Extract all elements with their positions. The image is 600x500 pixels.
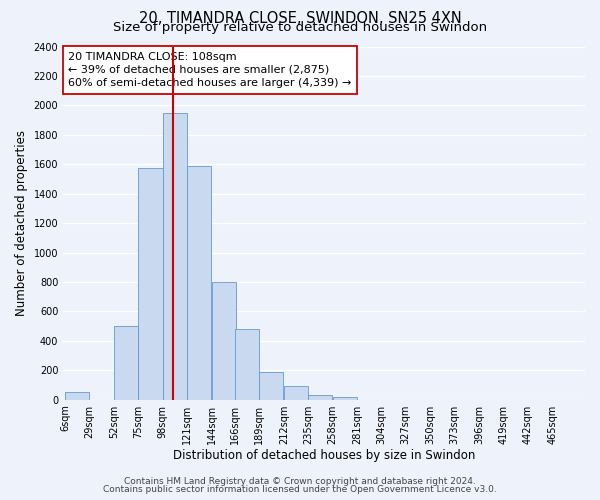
Bar <box>65 392 89 400</box>
Bar <box>139 168 163 400</box>
X-axis label: Distribution of detached houses by size in Swindon: Distribution of detached houses by size … <box>173 450 475 462</box>
Bar <box>332 397 356 400</box>
Text: Size of property relative to detached houses in Swindon: Size of property relative to detached ho… <box>113 22 487 35</box>
Bar <box>114 326 138 400</box>
Bar <box>212 282 236 400</box>
Text: 20 TIMANDRA CLOSE: 108sqm
← 39% of detached houses are smaller (2,875)
60% of se: 20 TIMANDRA CLOSE: 108sqm ← 39% of detac… <box>68 52 352 88</box>
Text: 20, TIMANDRA CLOSE, SWINDON, SN25 4XN: 20, TIMANDRA CLOSE, SWINDON, SN25 4XN <box>139 11 461 26</box>
Bar <box>187 166 211 400</box>
Bar <box>308 396 332 400</box>
Bar <box>235 329 259 400</box>
Y-axis label: Number of detached properties: Number of detached properties <box>15 130 28 316</box>
Bar <box>163 112 187 400</box>
Text: Contains HM Land Registry data © Crown copyright and database right 2024.: Contains HM Land Registry data © Crown c… <box>124 477 476 486</box>
Text: Contains public sector information licensed under the Open Government Licence v3: Contains public sector information licen… <box>103 485 497 494</box>
Bar <box>259 372 283 400</box>
Bar <box>284 386 308 400</box>
